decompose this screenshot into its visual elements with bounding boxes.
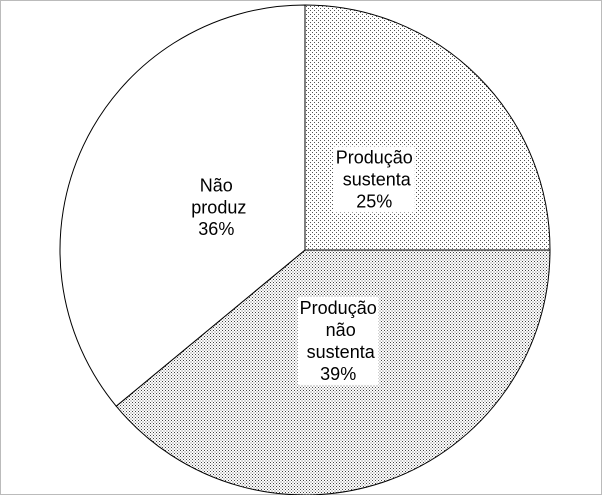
category-label: Produção sustenta: [336, 147, 413, 189]
value-label: 25%: [356, 191, 392, 211]
label-background: [333, 146, 415, 213]
value-label: 39%: [320, 364, 356, 384]
pie-slice: [59, 4, 306, 407]
category-label: Não produz: [186, 175, 246, 217]
category-label: Produção não sustenta: [300, 298, 377, 362]
label-background: [297, 296, 379, 385]
value-label: 36%: [198, 219, 234, 239]
